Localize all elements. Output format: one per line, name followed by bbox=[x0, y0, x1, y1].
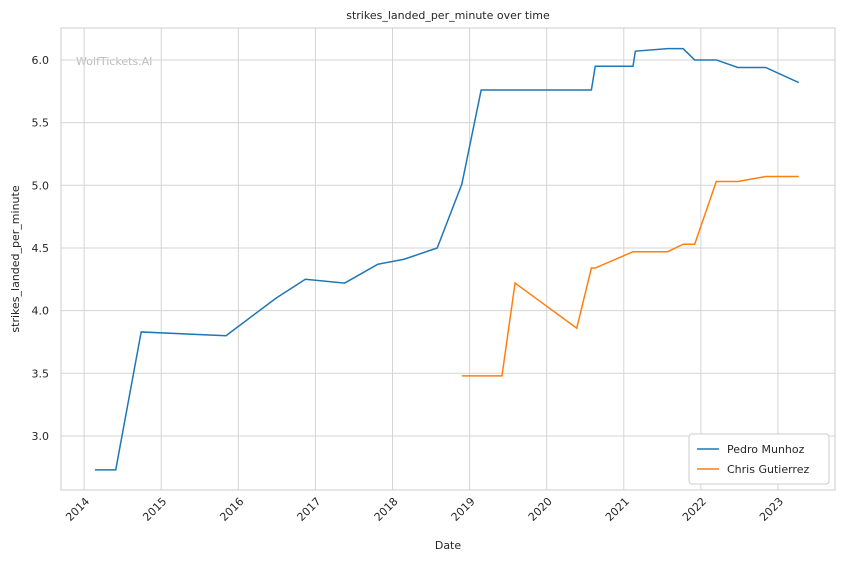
x-axis-label: Date bbox=[435, 539, 462, 552]
series-line bbox=[94, 47, 800, 471]
series-line bbox=[461, 175, 799, 377]
legend-label: Pedro Munhoz bbox=[727, 443, 805, 456]
y-tick-label: 5.5 bbox=[32, 117, 50, 130]
watermark: WolfTickets.AI bbox=[76, 55, 152, 68]
y-axis-label: strikes_landed_per_minute bbox=[9, 185, 22, 332]
y-tick-label: 3.5 bbox=[32, 367, 50, 380]
y-tick-label: 6.0 bbox=[32, 54, 50, 67]
chart-title: strikes_landed_per_minute over time bbox=[346, 9, 550, 22]
plot-frame bbox=[60, 27, 836, 491]
y-tick-label: 3.0 bbox=[32, 430, 50, 443]
y-tick-label: 4.5 bbox=[32, 242, 50, 255]
y-tick-label: 5.0 bbox=[32, 179, 50, 192]
y-tick-label: 4.0 bbox=[32, 305, 50, 318]
legend-box bbox=[688, 433, 830, 485]
legend-label: Chris Gutierrez bbox=[727, 463, 809, 476]
